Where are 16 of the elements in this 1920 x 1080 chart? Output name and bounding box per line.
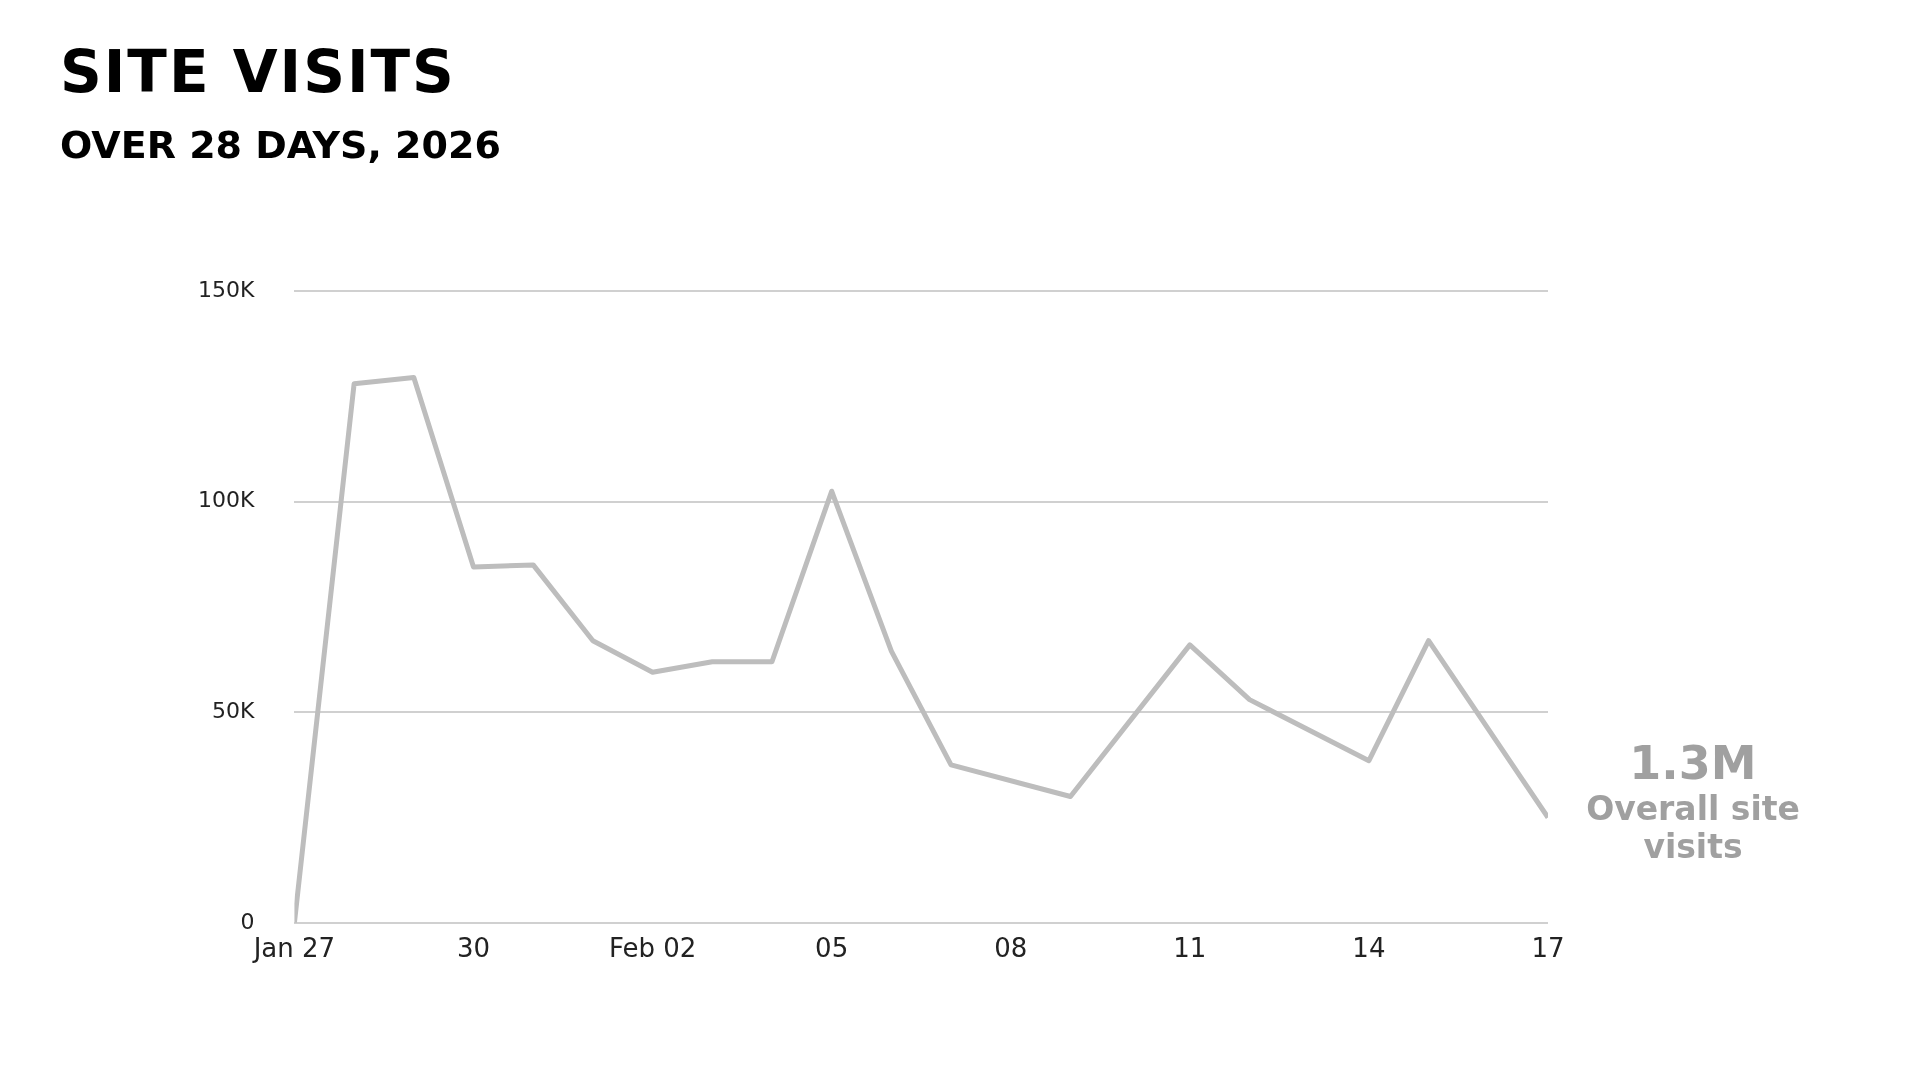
x-tick-label: Feb 02 bbox=[608, 933, 697, 964]
chart-subtitle: OVER 28 DAYS, 2026 bbox=[60, 123, 501, 167]
y-tick-label: 150K bbox=[198, 276, 255, 302]
y-tick-label: 50K bbox=[212, 697, 255, 723]
x-tick-label: 08 bbox=[994, 933, 1028, 964]
text: 1.3M bbox=[1628, 736, 1758, 790]
text: Overall site visits bbox=[1585, 789, 1801, 866]
y-tick-label: 0 bbox=[240, 908, 255, 934]
x-tick-label: 14 bbox=[1352, 933, 1386, 964]
x-tick-label: 11 bbox=[1173, 933, 1207, 964]
chart-title: SITE VISITS bbox=[60, 38, 456, 106]
x-tick-label: 30 bbox=[456, 933, 491, 964]
x-tick-label: Jan 27 bbox=[251, 933, 336, 964]
y-tick-label: 100K bbox=[198, 487, 255, 513]
x-tick-label: 05 bbox=[815, 933, 849, 964]
x-tick-label: 17 bbox=[1531, 933, 1565, 964]
